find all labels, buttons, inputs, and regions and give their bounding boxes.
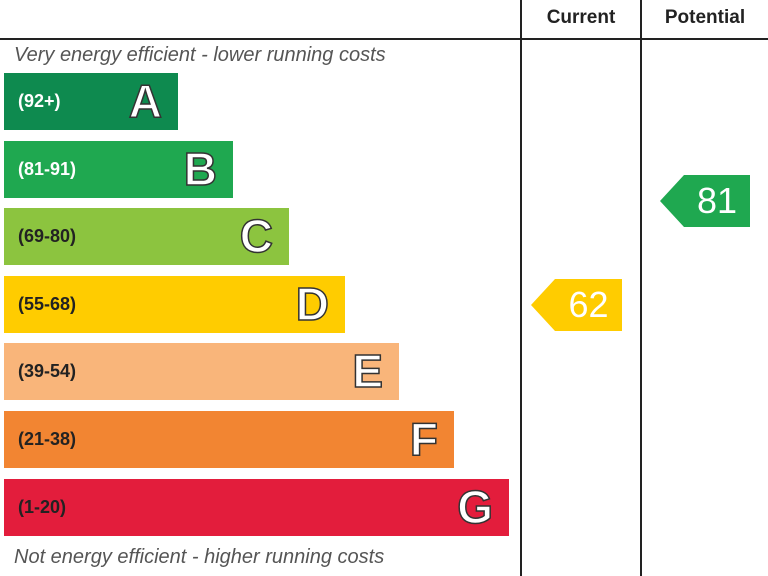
- band-range-label: (21-38): [18, 429, 77, 449]
- band-c: (69-80) C: [4, 208, 289, 265]
- band-f: (21-38) F: [4, 411, 454, 468]
- band-range-label: (69-80): [18, 226, 77, 246]
- current-rating-value: 62: [568, 284, 609, 325]
- band-letter: E: [352, 344, 384, 398]
- band-range-label: (81-91): [18, 159, 77, 179]
- band-e: (39-54) E: [4, 343, 399, 400]
- divider-potential: [640, 0, 642, 576]
- band-range-label: (39-54): [18, 361, 77, 381]
- band-letter: C: [239, 209, 274, 263]
- divider-current: [520, 0, 522, 576]
- band-range-label: (55-68): [18, 294, 77, 314]
- top-caption: Very energy efficient - lower running co…: [14, 44, 386, 66]
- current-rating-arrow: 62: [531, 279, 622, 331]
- bottom-caption: Not energy efficient - higher running co…: [14, 546, 385, 568]
- band-g: (1-20) G: [4, 479, 509, 536]
- band-letter: B: [183, 142, 218, 196]
- band-range-label: (1-20): [18, 497, 67, 517]
- band-d: (55-68) D: [4, 276, 345, 333]
- band-letter: D: [295, 277, 330, 331]
- potential-column-header: Potential: [664, 7, 746, 28]
- potential-rating-arrow: 81: [660, 175, 750, 227]
- band-range-label: (92+): [18, 91, 61, 111]
- potential-rating-value: 81: [696, 180, 738, 221]
- band-b: (81-91) B: [4, 141, 233, 198]
- band-letter: G: [456, 480, 493, 534]
- band-a: (92+) A: [4, 73, 178, 130]
- band-letter: F: [409, 412, 439, 466]
- header-divider: [0, 38, 768, 40]
- band-letter: A: [128, 74, 163, 128]
- current-column-header: Current: [546, 7, 616, 28]
